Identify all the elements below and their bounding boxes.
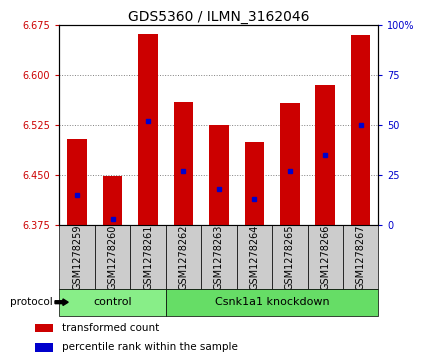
Text: GSM1278264: GSM1278264 (249, 224, 259, 290)
Bar (343, 225, 378, 289)
Bar (138, 34, 158, 225)
Bar (166, 225, 201, 289)
Text: GSM1278259: GSM1278259 (72, 224, 82, 290)
Text: GSM1278262: GSM1278262 (179, 224, 188, 290)
Text: GSM1278260: GSM1278260 (107, 224, 117, 290)
Bar (130, 225, 166, 289)
Bar (59, 225, 95, 289)
Bar (166, 289, 378, 316)
Text: percentile rank within the sample: percentile rank within the sample (62, 342, 238, 352)
Bar (351, 36, 370, 225)
Bar (201, 225, 237, 289)
Bar (237, 225, 272, 289)
Title: GDS5360 / ILMN_3162046: GDS5360 / ILMN_3162046 (128, 11, 310, 24)
Text: control: control (93, 297, 132, 307)
Text: GSM1278263: GSM1278263 (214, 224, 224, 290)
Bar (315, 85, 335, 225)
Bar (35, 324, 53, 333)
Bar (308, 225, 343, 289)
Bar (67, 139, 87, 225)
Text: GSM1278266: GSM1278266 (320, 224, 330, 290)
Text: GSM1278261: GSM1278261 (143, 224, 153, 290)
Text: GSM1278267: GSM1278267 (356, 224, 366, 290)
Bar (35, 343, 53, 351)
Text: GSM1278265: GSM1278265 (285, 224, 295, 290)
Bar (103, 176, 122, 225)
Bar (209, 125, 229, 225)
Bar (95, 225, 130, 289)
Text: transformed count: transformed count (62, 323, 159, 333)
Bar (245, 142, 264, 225)
Bar (280, 103, 300, 225)
Bar (59, 289, 166, 316)
Text: Csnk1a1 knockdown: Csnk1a1 knockdown (215, 297, 330, 307)
Bar (272, 225, 308, 289)
Bar (174, 102, 193, 225)
Text: protocol: protocol (10, 297, 53, 307)
